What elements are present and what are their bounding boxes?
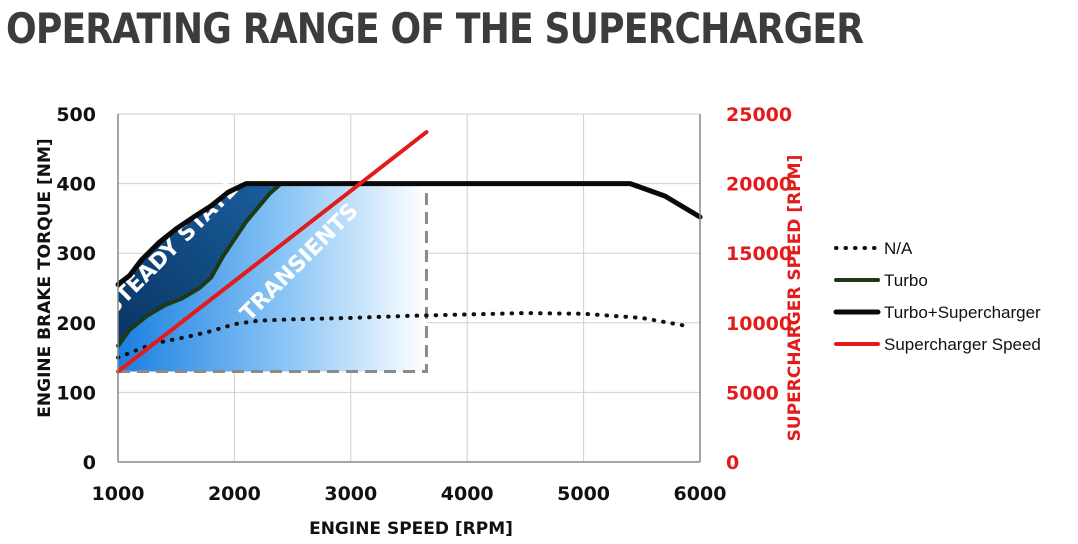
x-axis-label: ENGINE SPEED [RPM] bbox=[309, 519, 513, 539]
series-line-turbo-supercharger bbox=[115, 181, 703, 288]
x-tick-label: 6000 bbox=[674, 483, 727, 505]
y2-tick-label: 0 bbox=[726, 452, 739, 474]
legend-label: Turbo bbox=[884, 271, 928, 290]
transients-region bbox=[118, 183, 427, 372]
y2-tick-label: 25000 bbox=[726, 104, 792, 126]
y-tick-label: 500 bbox=[56, 104, 96, 126]
series-line-n-a bbox=[116, 311, 691, 360]
axes: 1000 2000 3000 4000 5000 60000100200300400500… bbox=[35, 104, 805, 539]
y2-tick-label: 15000 bbox=[726, 243, 792, 265]
legend-label: Turbo+Supercharger bbox=[884, 303, 1041, 322]
x-tick-label: 5000 bbox=[557, 483, 610, 505]
legend: N/A Turbo Turbo+Supercharger Supercharger S… bbox=[833, 239, 1041, 354]
y-tick-label: 400 bbox=[56, 174, 96, 196]
y-axis-label: ENGINE BRAKE TORQUE [NM] bbox=[35, 138, 55, 417]
steady-state-region bbox=[118, 183, 281, 346]
x-tick-label: 1000 bbox=[92, 483, 145, 505]
x-tick-label: 2000 bbox=[208, 483, 261, 505]
y-tick-label: 100 bbox=[56, 382, 96, 404]
y2-tick-label: 10000 bbox=[726, 313, 792, 335]
transient-boundary bbox=[118, 183, 428, 374]
y-tick-label: 0 bbox=[83, 452, 96, 474]
y-tick-label: 200 bbox=[56, 313, 96, 335]
y2-tick-label: 5000 bbox=[726, 382, 779, 404]
legend-label: N/A bbox=[884, 239, 913, 258]
y2-tick-label: 20000 bbox=[726, 174, 792, 196]
x-tick-label: 3000 bbox=[324, 483, 377, 505]
x-tick-label: 4000 bbox=[441, 483, 494, 505]
legend-label: Supercharger Speed bbox=[884, 335, 1041, 354]
y2-axis-label: SUPERCHARGER SPEED [RPM] bbox=[785, 155, 805, 442]
series-line-turbo bbox=[116, 181, 283, 348]
series-lines bbox=[115, 130, 703, 374]
y-tick-label: 300 bbox=[56, 243, 96, 265]
series-line-supercharger-speed bbox=[116, 130, 429, 374]
chart-title: OPERATING RANGE OF THE SUPERCHARGER bbox=[6, 4, 864, 53]
